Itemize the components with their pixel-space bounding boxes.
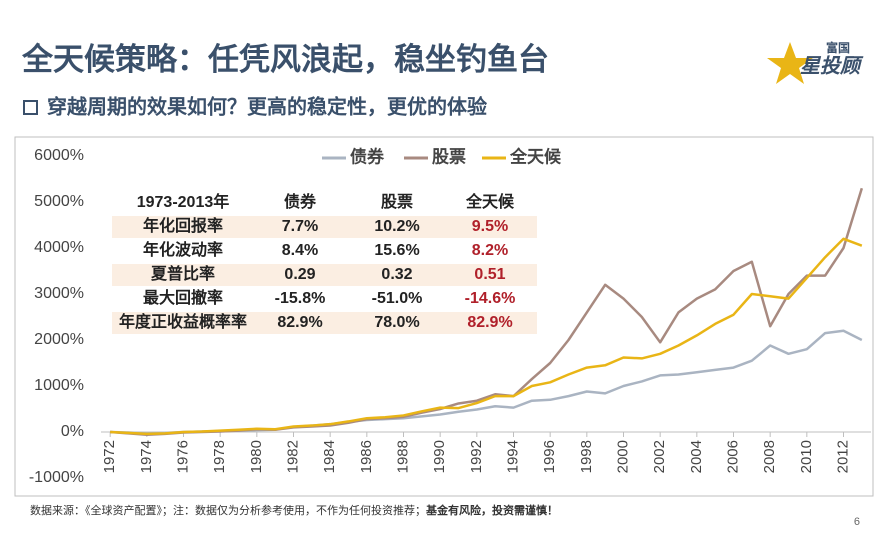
y-tick-label: 1000% xyxy=(34,377,84,394)
table-cell: -15.8% xyxy=(275,290,326,307)
y-tick-label: 4000% xyxy=(34,239,84,256)
slide-title: 全天候策略：任凭风浪起，稳坐钓鱼台 xyxy=(21,42,549,77)
table-cell: 0.51 xyxy=(474,266,505,283)
y-tick-label: 6000% xyxy=(34,147,84,164)
chart-frame xyxy=(14,136,874,497)
y-tick-label: 5000% xyxy=(34,193,84,210)
y-tick-label: 2000% xyxy=(34,331,84,348)
table-cell: 8.4% xyxy=(282,242,318,259)
x-tick-label: 1980 xyxy=(248,440,265,473)
x-tick-label: 2002 xyxy=(651,440,668,473)
table-cell: 0.32 xyxy=(381,266,412,283)
table-cell: 年度正收益概率率 xyxy=(119,312,247,331)
x-tick-label: 1982 xyxy=(284,440,301,473)
table-cell: 10.2% xyxy=(374,218,419,235)
table-cell: 年化回报率 xyxy=(143,216,223,235)
x-tick-label: 1994 xyxy=(504,440,521,473)
x-tick-label: 1996 xyxy=(541,440,558,473)
x-tick-label: 2004 xyxy=(688,440,705,473)
x-tick-label: 2000 xyxy=(614,440,631,473)
table-header: 债券 xyxy=(284,192,317,211)
table-cell: 7.7% xyxy=(282,218,318,235)
y-tick-label: -1000% xyxy=(29,469,84,486)
logo-top: 富国 xyxy=(826,40,850,55)
x-tick-label: 1984 xyxy=(321,440,338,473)
series-line xyxy=(110,329,863,435)
x-tick-label: 1978 xyxy=(211,440,228,473)
legend-label: 股票 xyxy=(432,147,466,166)
x-tick-label: 2012 xyxy=(834,440,851,473)
logo-star xyxy=(767,42,813,84)
table-cell: 8.2% xyxy=(472,242,508,259)
table-cell: 最大回撤率 xyxy=(143,288,223,307)
page-number: 6 xyxy=(854,516,860,528)
x-tick-label: 2010 xyxy=(798,440,815,473)
table-header: 股票 xyxy=(381,193,413,211)
x-tick-label: 1988 xyxy=(394,440,411,473)
x-tick-label: 1976 xyxy=(174,440,191,473)
table-cell: 15.6% xyxy=(374,242,419,259)
bullet xyxy=(23,100,38,115)
table-cell: 年化波动率 xyxy=(143,240,223,259)
table-row-bg xyxy=(112,264,537,286)
table-cell: 82.9% xyxy=(467,314,512,331)
table-cell: 9.5% xyxy=(472,218,508,235)
footer-note: 数据来源：《全球资产配置》；注：数据仅为分析参考使用，不作为任何投资推荐；基金有… xyxy=(30,503,558,517)
x-tick-label: 1986 xyxy=(358,440,375,473)
legend-label: 债券 xyxy=(350,146,385,166)
x-tick-label: 1972 xyxy=(101,440,118,473)
table-cell: 82.9% xyxy=(277,314,322,331)
table-header: 全天候 xyxy=(465,192,515,211)
table-cell: -51.0% xyxy=(372,290,423,307)
x-tick-label: 1998 xyxy=(578,440,595,473)
y-tick-label: 0% xyxy=(61,423,84,440)
x-tick-label: 2008 xyxy=(761,440,778,473)
table-header: 1973-2013年 xyxy=(137,192,230,211)
table-cell: 夏普比率 xyxy=(150,264,215,283)
footer-source: 数据来源：《全球资产配置》；注：数据仅为分析参考使用，不作为任何投资推荐； xyxy=(30,503,426,517)
table-row-bg xyxy=(112,312,537,334)
series-line xyxy=(110,237,863,436)
x-tick-label: 1990 xyxy=(431,440,448,473)
x-tick-label: 1992 xyxy=(468,440,485,473)
table-cell: 78.0% xyxy=(374,314,419,331)
chart: -1000% 0% 1000% 2000% 3000% 4000% 5000% 6000% 19… xyxy=(29,146,871,486)
table-cell: -14.6% xyxy=(465,290,516,307)
subtitle: 穿越周期的效果如何？更高的稳定性，更优的体验 xyxy=(47,94,487,118)
x-tick-label: 1974 xyxy=(138,440,155,473)
legend-label: 全天候 xyxy=(509,146,562,166)
y-tick-label: 3000% xyxy=(34,285,84,302)
table-cell: 0.29 xyxy=(284,266,315,283)
logo-bottom: 星投顾 xyxy=(800,54,864,77)
x-tick-label: 2006 xyxy=(724,440,741,473)
footer-warning: 基金有风险，投资需谨慎！ xyxy=(425,503,558,517)
table-row-bg xyxy=(112,216,537,238)
